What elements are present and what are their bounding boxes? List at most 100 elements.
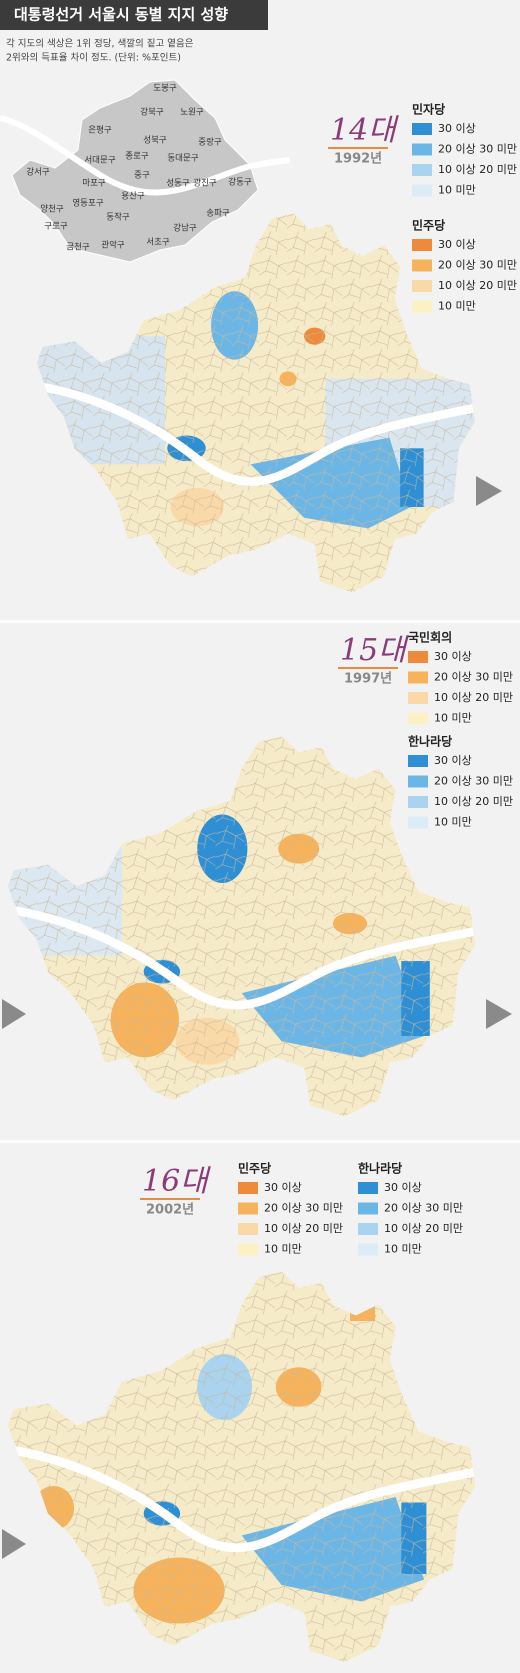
district-label: 광진구 xyxy=(193,178,217,189)
district-label: 강동구 xyxy=(228,177,252,188)
legend-label: 10 이상 20 미만 xyxy=(434,691,513,704)
legend-swatch xyxy=(358,1243,378,1256)
legend-label: 10 미만 xyxy=(384,1243,422,1256)
district-label: 은평구 xyxy=(88,125,112,136)
legend-label: 20 이상 30 미만 xyxy=(264,1202,343,1215)
legend-swatch xyxy=(408,712,428,725)
district-label: 양천구 xyxy=(40,204,64,215)
legend-swatch xyxy=(408,692,428,704)
district-label: 동작구 xyxy=(106,212,130,223)
legend-label: 30 이상 xyxy=(384,1181,422,1194)
legend-party: 국민회의 xyxy=(408,630,452,645)
legend-swatch xyxy=(412,239,432,251)
district-label: 관악구 xyxy=(101,240,125,251)
legend-swatch xyxy=(358,1223,378,1235)
river xyxy=(8,903,476,1010)
election-year: 1997년 xyxy=(344,672,392,687)
legend-party: 민주당 xyxy=(412,218,445,233)
election-year: 2002년 xyxy=(146,1203,194,1218)
district-label: 금천구 xyxy=(66,242,90,253)
legend-label: 30 이상 xyxy=(434,650,472,663)
next-arrow[interactable] xyxy=(476,476,502,506)
legend-swatch xyxy=(408,755,428,767)
title: 대통령선거 서울시 동별 지지 성향 xyxy=(14,6,228,24)
legend-swatch xyxy=(408,651,428,663)
legend-label: 30 이상 xyxy=(438,238,476,251)
legend-swatch xyxy=(412,259,432,272)
district-label: 노원구 xyxy=(180,108,204,118)
district-label: 강서구 xyxy=(26,167,50,178)
legend-swatch xyxy=(358,1202,378,1215)
key-map-shape xyxy=(11,79,259,263)
district-label: 강북구 xyxy=(140,107,164,118)
legend-swatch xyxy=(358,1182,378,1194)
district-label: 서대문구 xyxy=(84,156,115,166)
legend-swatch xyxy=(238,1223,258,1235)
district-label: 종로구 xyxy=(125,152,149,162)
district-label: 강남구 xyxy=(173,223,197,234)
district-label: 성북구 xyxy=(143,136,167,146)
district-label: 도봉구 xyxy=(153,84,177,94)
district-label: 서초구 xyxy=(146,238,170,248)
legend-label: 20 이상 30 미만 xyxy=(438,143,517,156)
legend-swatch xyxy=(238,1182,258,1194)
subtitle: 각 지도의 색상은 1위 정당, 색깔의 짙고 옅음은 xyxy=(6,38,194,50)
legend-swatch xyxy=(412,143,432,156)
legend-label: 30 이상 xyxy=(264,1181,302,1194)
key-map xyxy=(0,79,291,263)
election-number: 15대 xyxy=(340,633,409,668)
legend-swatch xyxy=(412,184,432,197)
election-number: 14대 xyxy=(330,113,399,148)
election-number: 16대 xyxy=(142,1164,211,1199)
district-label: 중구 xyxy=(134,171,150,181)
legend-party: 민주당 xyxy=(238,1161,271,1176)
legend-label: 20 이상 30 미만 xyxy=(438,259,517,272)
legend-label: 20 이상 30 미만 xyxy=(384,1202,463,1215)
legend-label: 30 이상 xyxy=(438,122,476,135)
prev-arrow[interactable] xyxy=(2,999,26,1029)
legend-swatch xyxy=(412,280,432,292)
district-label: 송파구 xyxy=(206,209,230,219)
legend-swatch xyxy=(238,1243,258,1256)
legend-label: 10 미만 xyxy=(264,1243,302,1256)
district-label: 구로구 xyxy=(44,222,68,232)
legend-label: 10 미만 xyxy=(438,300,476,313)
legend-label: 10 이상 20 미만 xyxy=(438,163,517,176)
legend-party: 한나라당 xyxy=(358,1161,402,1176)
legend-party: 한나라당 xyxy=(408,734,452,749)
title-box xyxy=(0,0,268,30)
legend-label: 20 이상 30 미만 xyxy=(434,775,513,788)
election-year: 1992년 xyxy=(334,152,382,167)
legend-label: 10 이상 20 미만 xyxy=(438,279,517,292)
legend-swatch xyxy=(408,796,428,808)
legend-swatch xyxy=(412,300,432,313)
legend-swatch xyxy=(412,164,432,176)
legend-swatch xyxy=(408,671,428,684)
legend-label: 10 미만 xyxy=(438,184,476,197)
district-label: 용산구 xyxy=(121,191,145,202)
legend-party: 민자당 xyxy=(412,102,445,117)
legend-swatch xyxy=(408,775,428,788)
next-arrow[interactable] xyxy=(486,999,512,1029)
legend-label: 20 이상 30 미만 xyxy=(434,671,513,684)
legend-swatch xyxy=(238,1202,258,1215)
key-map-river xyxy=(0,115,291,196)
river xyxy=(37,379,475,486)
legend-swatch xyxy=(412,123,432,135)
legend-swatch xyxy=(408,816,428,829)
legend-label: 10 이상 20 미만 xyxy=(384,1222,463,1235)
legend-label: 10 미만 xyxy=(434,816,472,829)
district-label: 성동구 xyxy=(166,179,190,189)
legend-label: 10 이상 20 미만 xyxy=(264,1222,343,1235)
district-label: 영등포구 xyxy=(72,198,103,209)
legend-label: 10 이상 20 미만 xyxy=(434,795,513,808)
subtitle: 2위와의 득표율 차이 정도. (단위: %포인트) xyxy=(6,52,181,64)
river xyxy=(8,1443,476,1553)
prev-arrow[interactable] xyxy=(2,1529,26,1559)
district-label: 마포구 xyxy=(82,179,106,189)
legend-label: 30 이상 xyxy=(434,754,472,767)
district-label: 중랑구 xyxy=(198,137,222,148)
district-label: 동대문구 xyxy=(167,154,198,164)
legend-label: 10 미만 xyxy=(434,712,472,725)
